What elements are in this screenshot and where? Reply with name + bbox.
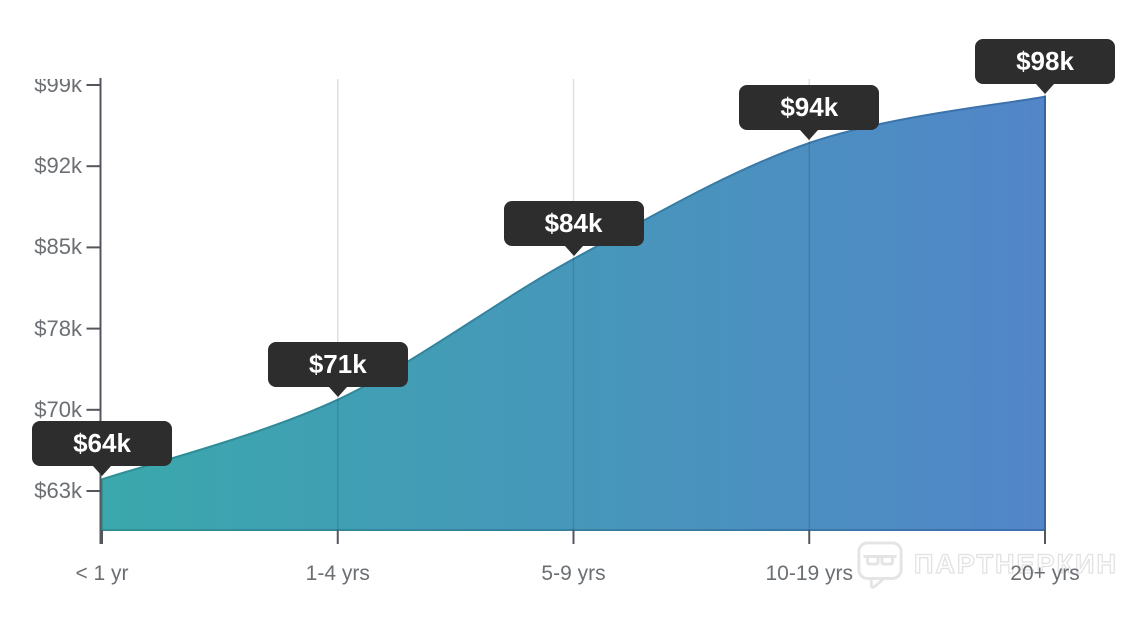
value-tooltip: $98k: [975, 38, 1115, 94]
value-tooltip: $84k: [503, 201, 644, 256]
y-axis-label: $99k: [34, 72, 82, 97]
x-axis-label: 10-19 yrs: [765, 562, 854, 585]
y-axis-label: $92k: [34, 153, 82, 179]
tooltip-arrow-icon: [564, 246, 583, 256]
x-axis-label: 1-4 yrs: [305, 562, 370, 585]
y-axis-label: $63k: [34, 478, 82, 503]
x-axis-label: < 1 yr: [75, 562, 129, 585]
speech-bubble-sunglasses-icon: [857, 541, 903, 589]
gridlines: [337, 79, 1046, 530]
y-axis-label: $85k: [34, 234, 82, 260]
y-axis-label: $70k: [34, 396, 82, 422]
y-axis-label: $78k: [34, 315, 82, 341]
tooltip-arrow-icon: [1036, 83, 1054, 94]
watermark: ПАРТНЕРКИН: [856, 540, 1118, 592]
axes-and-ticks: [86, 78, 1046, 544]
watermark-text: ПАРТНЕРКИН: [913, 548, 1118, 579]
x-axis-label: 20+ yrs: [1010, 562, 1080, 585]
value-tooltip: $64k: [32, 421, 172, 477]
tooltip-arrow-icon: [93, 466, 111, 477]
tooltip-arrow-icon: [328, 386, 347, 397]
value-tooltip: $94k: [739, 85, 880, 140]
value-tooltip: $71k: [267, 341, 408, 397]
tooltip-arrow-icon: [800, 130, 819, 140]
x-axis-label: 5-9 yrs: [541, 562, 606, 585]
